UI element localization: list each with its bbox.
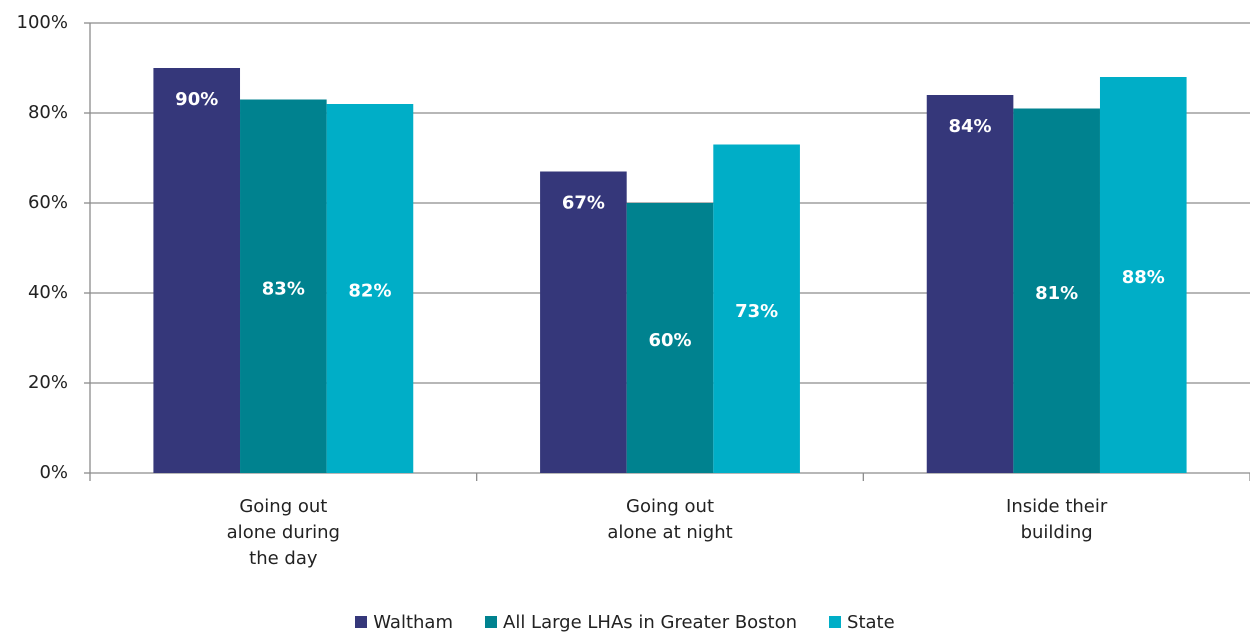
- legend-swatch: [355, 616, 368, 628]
- bar: [540, 171, 627, 473]
- data-label: 83%: [262, 278, 305, 299]
- bar: [153, 68, 241, 473]
- y-tick-label: 40%: [28, 282, 68, 303]
- y-tick-label: 80%: [28, 102, 68, 123]
- bar: [1099, 77, 1187, 473]
- y-tick-label: 60%: [28, 192, 68, 213]
- y-tick-label: 0%: [39, 462, 68, 483]
- x-tick-label: Going out alone during the day: [226, 496, 340, 569]
- legend-item: Waltham: [355, 612, 453, 633]
- bar: [713, 144, 800, 473]
- data-label: 90%: [175, 89, 218, 110]
- legend-label: All Large LHAs in Greater Boston: [503, 612, 798, 633]
- data-label: 82%: [348, 281, 391, 302]
- bar: [926, 95, 1014, 473]
- data-label: 81%: [1035, 283, 1078, 304]
- data-label: 60%: [648, 330, 691, 351]
- bar: [626, 203, 714, 473]
- bar: [240, 99, 327, 473]
- legend-label: State: [847, 612, 895, 633]
- bar: [1013, 108, 1100, 473]
- legend-item: State: [829, 612, 895, 633]
- legend-item: All Large LHAs in Greater Boston: [485, 612, 797, 633]
- legend-swatch: [829, 616, 842, 628]
- data-label: 67%: [562, 193, 605, 214]
- x-tick-label: Going out alone at night: [607, 496, 733, 543]
- legend: Waltham All Large LHAs in Greater Boston S…: [0, 612, 1250, 633]
- y-tick-label: 20%: [28, 372, 68, 393]
- bar: [326, 104, 414, 473]
- x-tick-label: Inside their building: [1006, 496, 1108, 543]
- data-label: 88%: [1122, 267, 1165, 288]
- legend-swatch: [485, 616, 497, 628]
- legend-label: Waltham: [373, 612, 453, 633]
- y-tick-label: 100%: [17, 12, 68, 33]
- data-label: 73%: [735, 301, 778, 322]
- data-label: 84%: [949, 116, 992, 137]
